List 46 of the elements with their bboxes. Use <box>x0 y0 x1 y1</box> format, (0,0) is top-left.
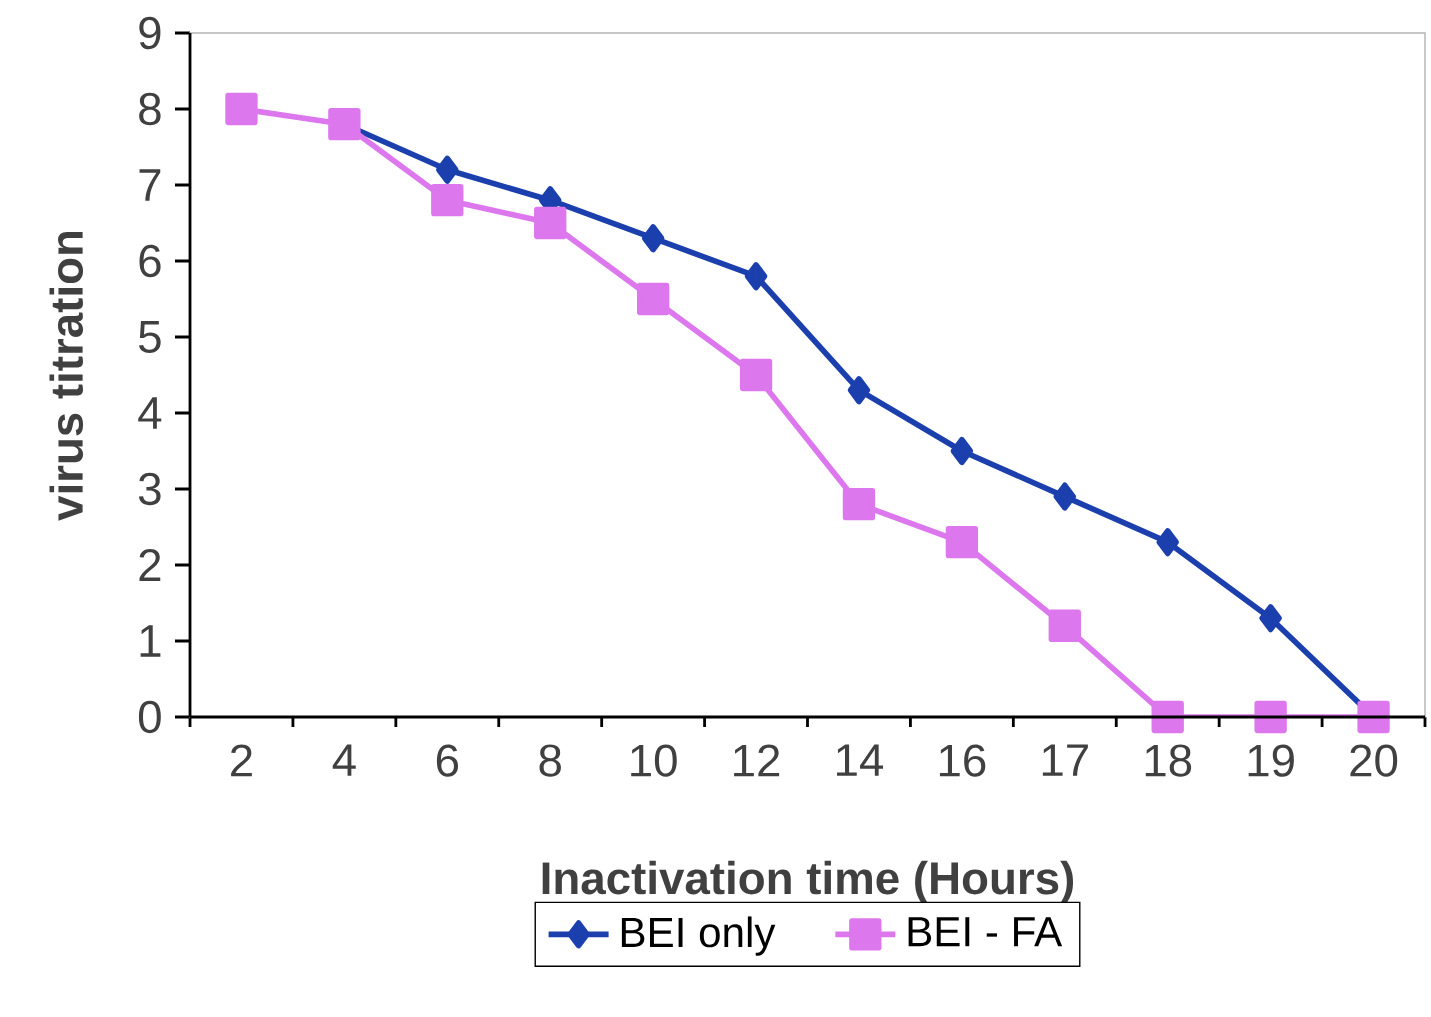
y-tick-label: 2 <box>139 549 161 581</box>
point <box>1151 700 1184 734</box>
point <box>225 92 258 126</box>
point <box>641 224 665 253</box>
point <box>1156 528 1179 557</box>
y-axis-title: virus titration <box>49 231 84 521</box>
x-tick-label: 17 <box>1042 744 1088 776</box>
point <box>1357 700 1390 734</box>
y-tick-label: 9 <box>139 16 161 50</box>
y-tick-label: 0 <box>138 700 161 734</box>
point <box>945 526 979 559</box>
x-tick-label: 18 <box>1145 744 1192 777</box>
point <box>1053 482 1077 511</box>
x-axis-title: Inactivation time (Hours) <box>542 860 1074 904</box>
point <box>436 155 459 184</box>
y-tick-label: 8 <box>139 92 161 126</box>
point <box>842 488 876 521</box>
point <box>636 282 670 316</box>
point <box>1254 700 1287 734</box>
x-tick-label: 20 <box>1350 744 1398 777</box>
y-tick-label: 4 <box>138 397 162 429</box>
x-tick-label: 8 <box>539 744 561 777</box>
legend-label: BEI - FA <box>908 917 1063 947</box>
x-tick-label: 2 <box>231 744 252 777</box>
y-tick-label: 3 <box>138 472 161 506</box>
point <box>431 184 464 217</box>
point <box>328 108 361 141</box>
legend-label: BEI only <box>621 916 776 956</box>
y-tick-label: 7 <box>139 169 161 201</box>
x-tick-label: 10 <box>631 744 677 777</box>
x-tick-label: 12 <box>734 744 780 777</box>
point <box>534 206 567 240</box>
x-tick-label: 19 <box>1248 744 1294 777</box>
point <box>1048 609 1081 642</box>
point <box>1259 604 1282 633</box>
point <box>739 358 773 392</box>
x-tick-label: 4 <box>332 744 356 776</box>
point <box>847 376 871 405</box>
x-tick-label: 16 <box>939 744 986 777</box>
y-tick-label: 1 <box>140 625 161 657</box>
y-tick-label: 6 <box>139 244 161 278</box>
point <box>744 262 768 291</box>
x-tick-label: 14 <box>837 744 884 776</box>
x-tick-label: 6 <box>436 744 459 777</box>
y-tick-label: 5 <box>139 321 161 353</box>
point <box>950 436 974 466</box>
